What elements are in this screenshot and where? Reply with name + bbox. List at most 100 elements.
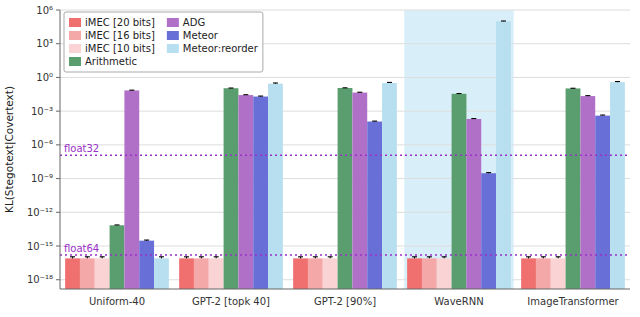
legend-item: Meteor (167, 30, 219, 41)
legend-item: iMEC [20 bits] (69, 17, 155, 28)
reference-line (60, 254, 630, 256)
error-bar (486, 172, 491, 174)
legend-label: Arithmetic (85, 56, 137, 67)
legend: iMEC [20 bits] iMEC [16 bits] iMEC [10 bit… (64, 12, 263, 72)
y-axis-line (60, 10, 61, 289)
legend-item: Meteor:reorder (167, 43, 259, 54)
y-tick (56, 212, 60, 213)
bar (110, 225, 125, 289)
y-tick (56, 279, 60, 280)
error-bar (214, 257, 219, 259)
error-bar (526, 257, 531, 259)
reference-label: float64 (64, 243, 99, 254)
error-bar (70, 257, 75, 259)
y-tick (56, 10, 60, 11)
grid-line (60, 77, 630, 78)
y-tick-label: 10⁻⁶ (31, 139, 53, 150)
bar (323, 258, 338, 289)
chart: 10⁻¹⁸10⁻¹⁵10⁻¹²10⁻⁹10⁻⁶10⁻³10⁰10³10⁶floa… (0, 0, 640, 317)
error-bar (585, 95, 590, 97)
error-bar (115, 224, 120, 225)
bar (308, 258, 323, 289)
bar (253, 97, 268, 289)
bar (268, 84, 283, 289)
error-bar (387, 82, 392, 84)
y-tick-label: 10³ (36, 38, 53, 49)
bar (179, 258, 194, 289)
bar (209, 258, 224, 289)
error-bar (298, 257, 303, 259)
error-bar (258, 96, 263, 98)
error-bar (243, 94, 248, 95)
bar (224, 88, 239, 289)
error-bar (357, 92, 362, 93)
y-axis-label: KL(Stegotext|Covertext) (3, 86, 16, 213)
reference-labels: float32 float64 (64, 143, 99, 254)
error-bar (600, 115, 605, 117)
error-bar (343, 87, 348, 88)
y-tick (56, 43, 60, 44)
bar (293, 258, 308, 289)
y-tick-label: 10⁻¹⁸ (27, 274, 53, 285)
legend-label: Meteor (183, 30, 219, 41)
bar (65, 258, 80, 289)
grid-line (60, 10, 630, 11)
bar (124, 90, 139, 289)
error-bar (615, 81, 620, 83)
x-tick-label: GPT-2 [topk 40] (192, 296, 270, 307)
bar (452, 94, 467, 289)
y-tick-label: 10⁶ (36, 5, 53, 16)
bar (437, 258, 452, 289)
bar (238, 95, 253, 289)
error-bar (129, 90, 134, 91)
error-bar (372, 121, 377, 122)
y-tick (56, 111, 60, 112)
bar (154, 258, 169, 289)
reference-label: float32 (64, 143, 99, 154)
error-bar (501, 20, 506, 21)
y-tick (56, 77, 60, 78)
y-tick (56, 144, 60, 145)
bar (382, 83, 397, 289)
x-tick-labels: Uniform-40GPT-2 [topk 40]GPT-2 [90%]Wave… (89, 296, 620, 307)
bar (536, 258, 551, 289)
legend-label: iMEC [10 bits] (85, 43, 155, 54)
y-tick (56, 246, 60, 247)
legend-label: iMEC [16 bits] (85, 30, 155, 41)
error-bar (541, 257, 546, 259)
bar (610, 82, 625, 289)
y-tick-label: 10⁻¹⁵ (27, 241, 53, 252)
series (124, 90, 595, 289)
error-bar (571, 88, 576, 89)
legend-item: Arithmetic (69, 56, 137, 67)
y-tick-label: 10⁻¹² (27, 207, 53, 218)
bar (551, 258, 566, 289)
x-tick-label: Uniform-40 (89, 296, 145, 307)
series (139, 97, 610, 289)
y-tick-label: 10⁻⁹ (31, 173, 53, 184)
error-bar (184, 257, 189, 259)
axes (60, 10, 630, 289)
error-bar (412, 257, 417, 259)
error-bar (471, 118, 476, 120)
x-tick-label: ImageTransformer (527, 296, 619, 307)
bar (496, 21, 511, 289)
bar (352, 93, 367, 289)
error-bar (457, 93, 462, 94)
legend-item: ADG (167, 17, 205, 28)
legend-item: iMEC [10 bits] (69, 43, 155, 54)
x-tick-label: WaveRNN (434, 296, 483, 307)
bar (95, 258, 110, 289)
bar (466, 119, 481, 289)
error-bar (328, 257, 333, 259)
y-tick (56, 178, 60, 179)
error-bar (273, 82, 278, 84)
reference-line (60, 154, 630, 156)
bar (422, 258, 437, 289)
bar (566, 88, 581, 289)
error-bar (427, 257, 432, 259)
legend-item: iMEC [16 bits] (69, 30, 155, 41)
bar (367, 122, 382, 289)
reference-lines (60, 155, 630, 255)
error-bar (199, 257, 204, 259)
